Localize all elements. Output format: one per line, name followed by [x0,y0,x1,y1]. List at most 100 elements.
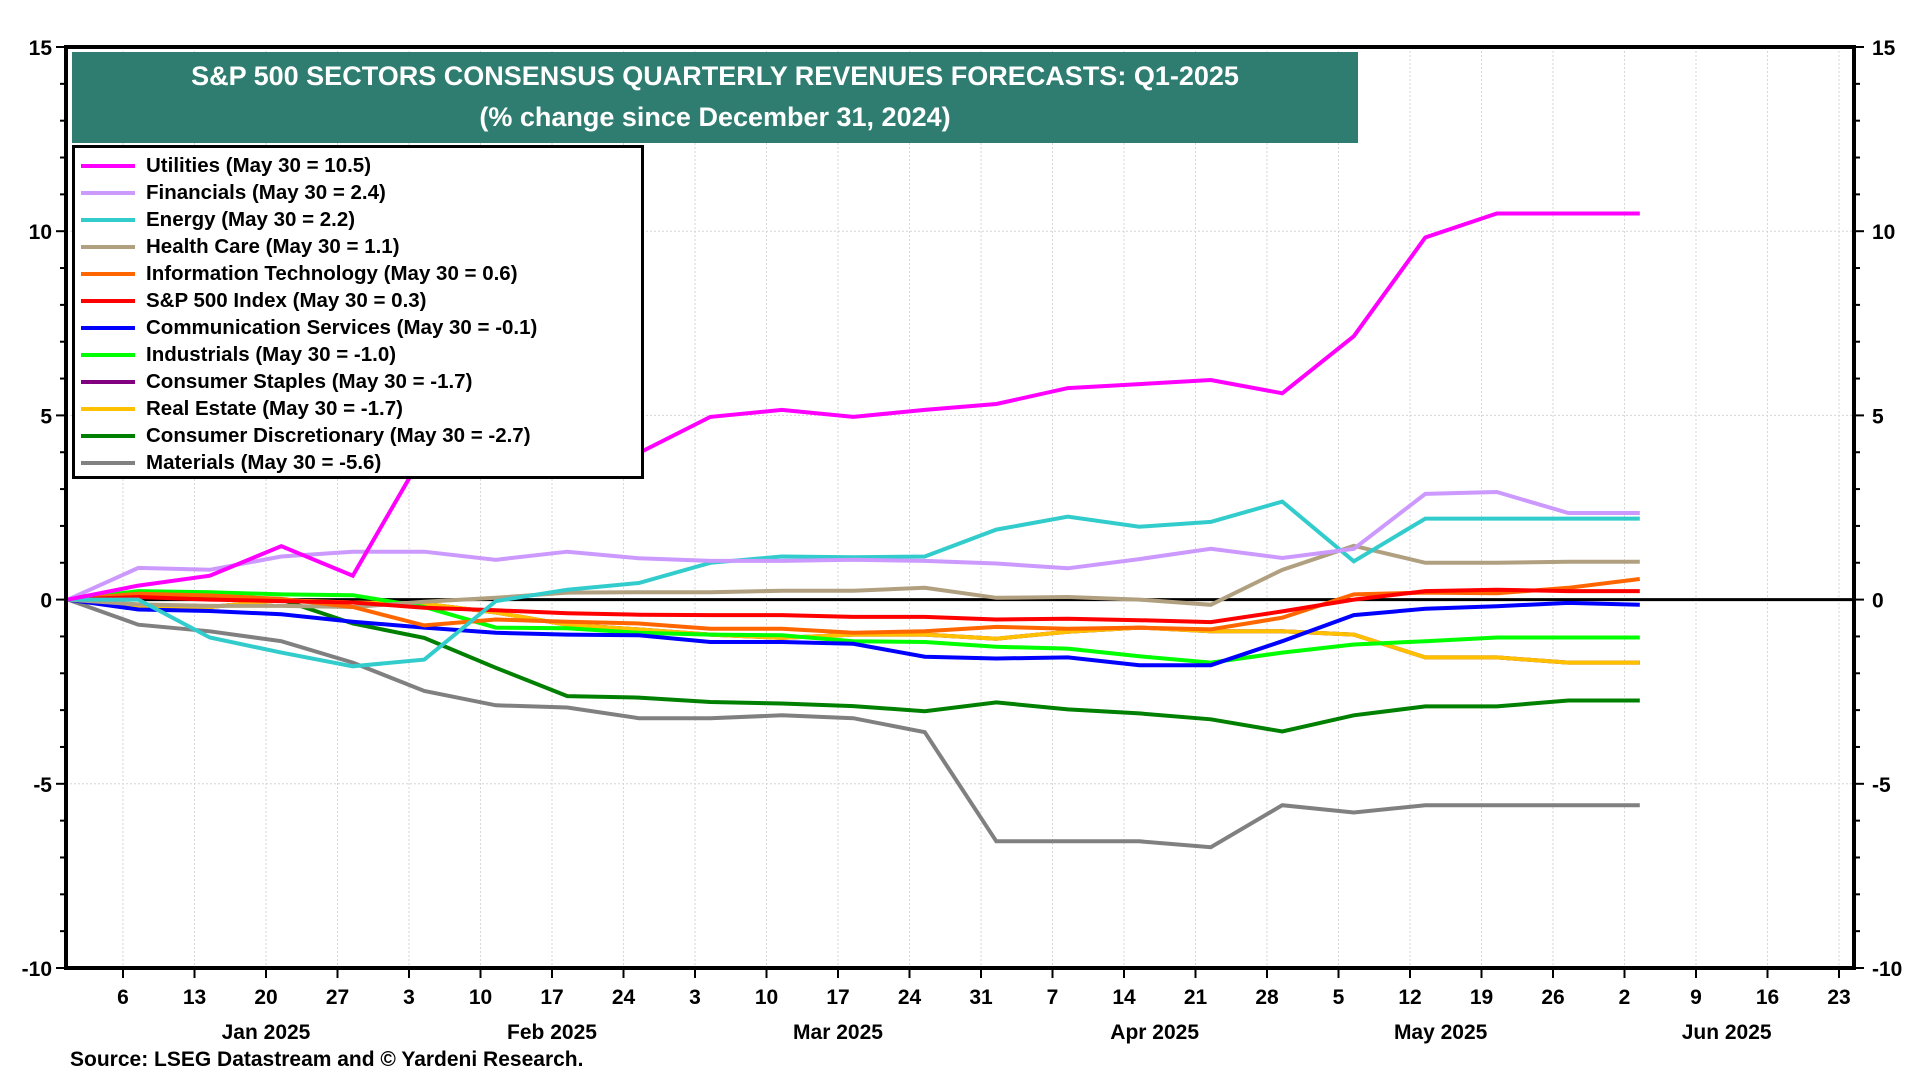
x-month-label: May 2025 [1394,1021,1488,1044]
legend-swatch [81,460,135,465]
x-tick-label: 6 [117,986,129,1009]
chart-title: S&P 500 SECTORS CONSENSUS QUARTERLY REVE… [191,61,1239,91]
y-tick-label-right: -10 [1872,958,1902,981]
legend-swatch [81,244,135,249]
series-line-information-technology [67,577,1641,635]
x-month-label: Feb 2025 [507,1021,597,1044]
y-tick-label-left: 15 [29,37,53,60]
legend-label: Communication Services (May 30 = -0.1) [146,315,538,339]
x-tick-label: 20 [254,986,277,1009]
y-tick-label-right: 5 [1872,405,1884,428]
x-tick-label: 5 [1333,986,1345,1009]
y-tick-label-right: 15 [1872,37,1896,60]
legend-item: Communication Services (May 30 = -0.1) [81,314,641,341]
x-tick-label: 13 [183,986,206,1009]
legend-swatch [81,190,135,195]
x-tick-label: 16 [1756,986,1779,1009]
series-line-financials [67,489,1640,602]
legend-label: Financials (May 30 = 2.4) [146,180,386,204]
series-line-materials [67,597,1640,850]
legend-label: Health Care (May 30 = 1.1) [146,234,400,258]
x-tick-label: 9 [1690,986,1702,1009]
x-month-label: Jan 2025 [222,1021,311,1044]
chart-title-box: S&P 500 SECTORS CONSENSUS QUARTERLY REVE… [72,52,1358,143]
legend-item: Health Care (May 30 = 1.1) [81,233,641,260]
series-line-utilities [67,211,1640,602]
series-line-health-care [67,543,1640,610]
y-axis-ticks: -10 -10 -5 -5 0 0 5 5 10 10 15 15 [22,37,1903,981]
y-tick-label-right: -5 [1872,774,1891,797]
legend-label: Information Technology (May 30 = 0.6) [146,261,518,285]
x-tick-label: 26 [1541,986,1564,1009]
x-tick-label: 21 [1184,986,1208,1009]
series-line-industrials [67,589,1640,665]
legend-swatch [81,298,135,303]
y-tick-label-left: 10 [29,221,52,244]
legend-item: Energy (May 30 = 2.2) [81,206,641,233]
legend-label: Industrials (May 30 = -1.0) [146,342,397,366]
legend-item: Industrials (May 30 = -1.0) [81,341,641,368]
legend-item: Materials (May 30 = -5.6) [81,449,641,476]
legend-label: Utilities (May 30 = 10.5) [146,153,372,177]
legend-item: Consumer Discretionary (May 30 = -2.7) [81,422,641,449]
series-line-consumer-discretionary [67,594,1640,734]
x-month-label: Mar 2025 [793,1021,883,1044]
x-tick-label: 2 [1619,986,1631,1009]
plot-border [64,45,1856,970]
chart-subtitle: (% change since December 31, 2024) [479,102,951,132]
x-tick-label: 12 [1398,986,1421,1009]
x-tick-label: 27 [326,986,349,1009]
legend-label: Consumer Discretionary (May 30 = -2.7) [146,423,531,447]
legend-label: Real Estate (May 30 = -1.7) [146,396,403,420]
x-tick-label: 28 [1255,986,1279,1009]
y-tick-label-right: 0 [1872,590,1884,613]
chart-legend: Utilities (May 30 = 10.5) Financials (May… [72,145,644,479]
legend-label: Consumer Staples (May 30 = -1.7) [146,369,473,393]
series-line-energy [68,499,1640,669]
legend-swatch [81,163,135,168]
x-tick-label: 31 [969,986,993,1009]
y-tick-label-left: -5 [33,774,52,797]
legend-label: Materials (May 30 = -5.6) [146,450,382,474]
x-tick-label: 17 [540,986,563,1009]
x-month-label: Apr 2025 [1110,1021,1199,1044]
legend-swatch [81,352,135,357]
x-tick-label: 17 [826,986,849,1009]
legend-item: S&P 500 Index (May 30 = 0.3) [81,287,641,314]
x-tick-label: 19 [1470,986,1493,1009]
x-tick-label: 14 [1112,986,1136,1009]
x-axis-ticks: 6 13 20 27 3 10 17 24 3 10 17 24 31 7 14 21 28 5 12 19 26 2 9 1… [117,968,1851,1044]
legend-swatch [81,325,135,330]
legend-swatch [81,217,135,222]
source-note: Source: LSEG Datastream and © Yardeni Re… [70,1048,584,1071]
x-tick-label: 23 [1827,986,1850,1009]
legend-item: Financials (May 30 = 2.4) [81,179,641,206]
legend-label: Energy (May 30 = 2.2) [146,207,356,231]
x-tick-label: 24 [898,986,922,1009]
legend-swatch [81,271,135,276]
y-tick-label-left: 0 [40,590,52,613]
x-tick-label: 24 [612,986,636,1009]
legend-item: Information Technology (May 30 = 0.6) [81,260,641,287]
legend-item: Real Estate (May 30 = -1.7) [81,395,641,422]
plot-frame [64,45,1856,970]
legend-item: Utilities (May 30 = 10.5) [81,152,641,179]
series-line-communication-services [67,597,1640,668]
y-tick-label-left: -10 [22,958,52,981]
y-tick-label-left: 5 [40,405,52,428]
x-month-label: Jun 2025 [1682,1021,1772,1044]
series-line-s-p-500-index [67,587,1640,625]
legend-swatch [81,433,135,438]
series-lines [67,211,1641,850]
x-tick-label: 10 [469,986,492,1009]
x-tick-label: 7 [1047,986,1059,1009]
legend-item: Consumer Staples (May 30 = -1.7) [81,368,641,395]
y-tick-label-right: 10 [1872,221,1895,244]
legend-swatch [81,406,135,411]
x-tick-label: 3 [403,986,415,1009]
x-tick-label: 10 [755,986,778,1009]
legend-swatch [81,379,135,384]
x-tick-label: 3 [689,986,701,1009]
legend-label: S&P 500 Index (May 30 = 0.3) [146,288,427,312]
